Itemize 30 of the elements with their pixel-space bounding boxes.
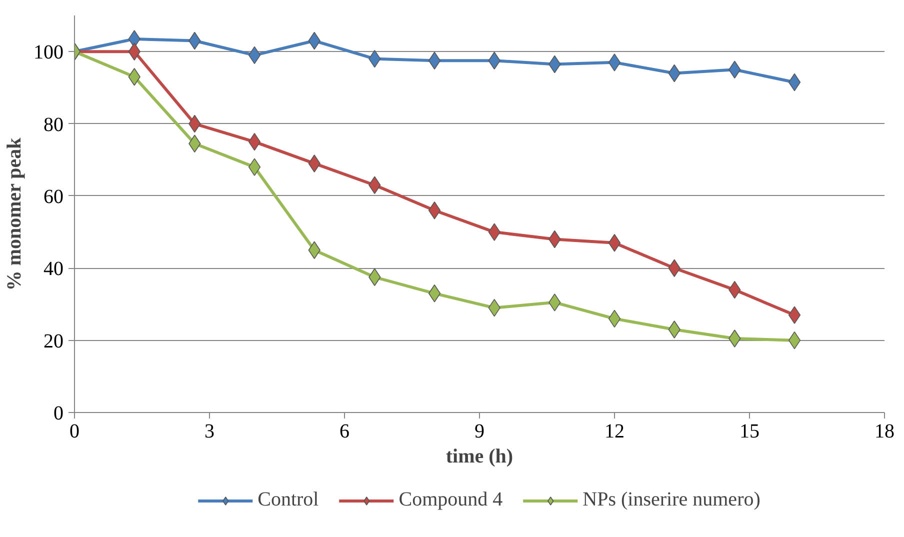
x-tick-label: 3 [204, 420, 214, 442]
x-tick-label: 18 [874, 420, 894, 442]
y-tick-label: 60 [44, 186, 64, 208]
point [428, 201, 441, 220]
point [608, 234, 621, 252]
y-axis-title: % monomer peak [4, 136, 26, 291]
point [248, 46, 261, 64]
point [608, 310, 621, 328]
legend-label: Control [258, 488, 319, 512]
legend-label: Compound 4 [398, 488, 503, 512]
point [428, 52, 441, 70]
x-tick-label: 9 [474, 420, 484, 442]
point [248, 132, 261, 151]
x-tick-label: 15 [740, 420, 760, 442]
y-tick-label: 40 [44, 258, 64, 280]
point [428, 284, 441, 302]
y-tick-label: 0 [54, 402, 64, 424]
point [608, 54, 621, 72]
point [248, 158, 261, 176]
point [788, 73, 801, 92]
x-tick-label: 12 [604, 420, 624, 442]
point [788, 306, 801, 324]
x-axis-title: time (h) [446, 446, 514, 468]
x-tick-label: 6 [340, 420, 350, 442]
legend-label: NPs (inserire numero) [582, 488, 760, 512]
y-tick-label: 100 [34, 42, 64, 64]
point [788, 331, 801, 350]
x-tick-label: 0 [70, 420, 80, 442]
y-tick-label: 80 [44, 114, 64, 136]
y-tick-label: 20 [44, 330, 64, 352]
